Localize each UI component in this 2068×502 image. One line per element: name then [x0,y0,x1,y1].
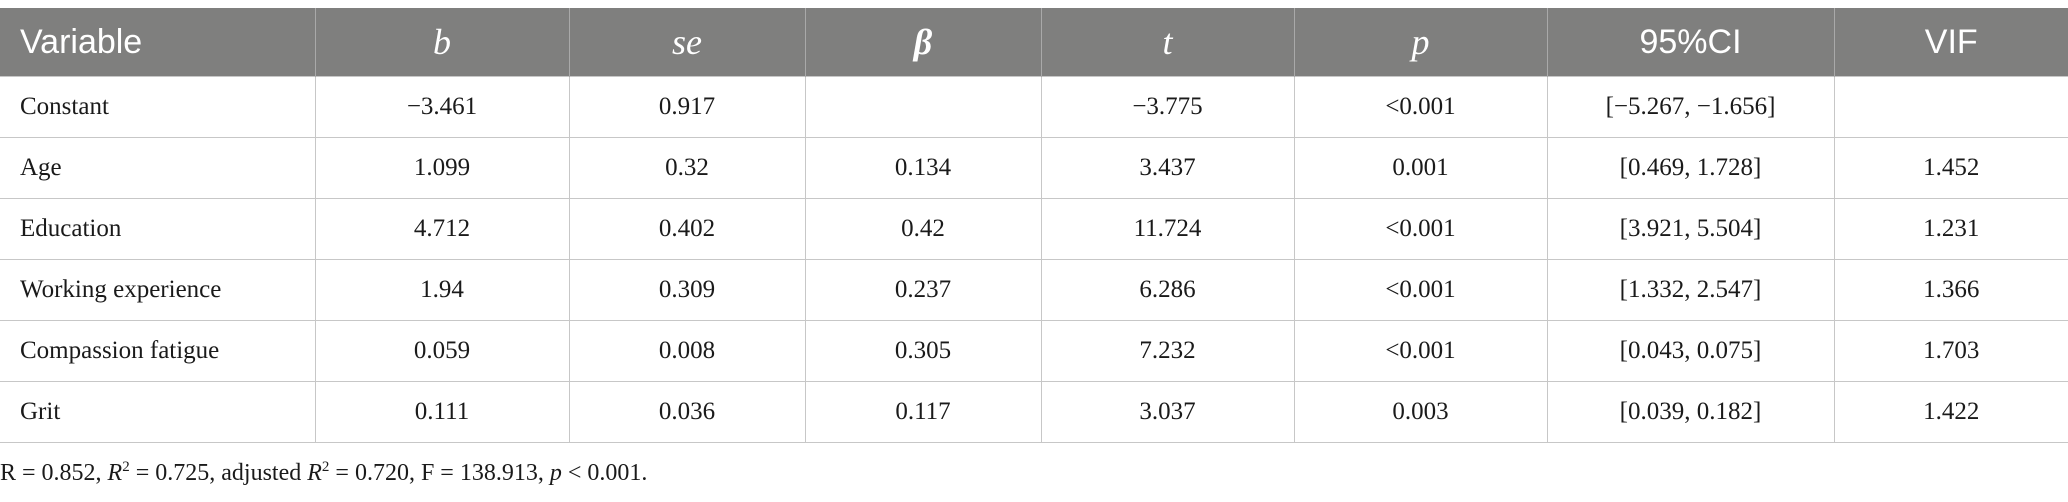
table-footnote: R = 0.852, R2 = 0.725, adjusted R2 = 0.7… [0,460,647,487]
table-header: Variable b se β t p 95%CI VIF [0,8,2068,77]
header-p: p [1294,8,1548,77]
cell-variable: Age [0,137,316,199]
cell-variable: Working experience [0,259,316,321]
cell-ci: [0.469, 1.728] [1547,137,1835,199]
header-se: se [569,8,806,77]
cell-b: −3.461 [315,76,570,138]
cell-p: <0.001 [1294,320,1548,382]
header-ci: 95%CI [1547,8,1835,77]
header-beta: β [805,8,1042,77]
cell-se: 0.036 [569,381,806,443]
footnote-adj-value: = 0.720, F = 138.913, [329,460,550,486]
cell-vif: 1.231 [1834,198,2068,260]
cell-t: 3.037 [1041,381,1295,443]
table-row: Age 1.099 0.32 0.134 3.437 0.001 [0.469,… [0,137,2068,199]
table-row: Grit 0.111 0.036 0.117 3.037 0.003 [0.03… [0,381,2068,443]
header-row: Variable b se β t p 95%CI VIF [0,8,2068,77]
cell-se: 0.402 [569,198,806,260]
cell-t: −3.775 [1041,76,1295,138]
table-row: Compassion fatigue 0.059 0.008 0.305 7.2… [0,320,2068,382]
header-b: b [315,8,570,77]
table-row: Constant −3.461 0.917 −3.775 <0.001 [−5.… [0,76,2068,138]
footnote-r2-symbol: R [107,460,123,486]
cell-t: 6.286 [1041,259,1295,321]
cell-p: <0.001 [1294,76,1548,138]
cell-b: 0.059 [315,320,570,382]
cell-vif: 1.703 [1834,320,2068,382]
cell-vif [1834,76,2068,138]
cell-se: 0.008 [569,320,806,382]
cell-se: 0.32 [569,137,806,199]
cell-beta: 0.117 [805,381,1042,443]
footnote-r2-value: = 0.725, adjusted [129,460,308,486]
cell-b: 4.712 [315,198,570,260]
table-body: Constant −3.461 0.917 −3.775 <0.001 [−5.… [0,76,2068,443]
table-row: Working experience 1.94 0.309 0.237 6.28… [0,259,2068,321]
cell-ci: [−5.267, −1.656] [1547,76,1835,138]
cell-ci: [0.043, 0.075] [1547,320,1835,382]
cell-ci: [0.039, 0.182] [1547,381,1835,443]
regression-table: Variable b se β t p 95%CI VIF Constant −… [0,8,2068,443]
cell-beta: 0.305 [805,320,1042,382]
header-variable: Variable [0,8,316,77]
cell-t: 3.437 [1041,137,1295,199]
cell-p: 0.001 [1294,137,1548,199]
cell-beta: 0.42 [805,198,1042,260]
cell-beta [805,76,1042,138]
cell-t: 7.232 [1041,320,1295,382]
cell-t: 11.724 [1041,198,1295,260]
cell-b: 1.94 [315,259,570,321]
footnote-p-value: < 0.001. [561,460,648,486]
header-vif: VIF [1834,8,2068,77]
footnote-r: R = 0.852, [0,460,108,486]
cell-variable: Education [0,198,316,260]
cell-se: 0.309 [569,259,806,321]
cell-p: <0.001 [1294,198,1548,260]
cell-variable: Compassion fatigue [0,320,316,382]
cell-b: 0.111 [315,381,570,443]
table-row: Education 4.712 0.402 0.42 11.724 <0.001… [0,198,2068,260]
footnote-adj-r2-sup: 2 [321,459,330,475]
cell-se: 0.917 [569,76,806,138]
cell-beta: 0.237 [805,259,1042,321]
header-t: t [1041,8,1295,77]
cell-beta: 0.134 [805,137,1042,199]
cell-b: 1.099 [315,137,570,199]
cell-vif: 1.452 [1834,137,2068,199]
cell-ci: [1.332, 2.547] [1547,259,1835,321]
cell-variable: Constant [0,76,316,138]
cell-vif: 1.422 [1834,381,2068,443]
footnote-r2-sup: 2 [122,459,130,475]
footnote-p-symbol: p [549,460,562,486]
cell-p: <0.001 [1294,259,1548,321]
footnote-adj-r2-symbol: R [307,460,322,486]
cell-vif: 1.366 [1834,259,2068,321]
cell-p: 0.003 [1294,381,1548,443]
cell-variable: Grit [0,381,316,443]
cell-ci: [3.921, 5.504] [1547,198,1835,260]
